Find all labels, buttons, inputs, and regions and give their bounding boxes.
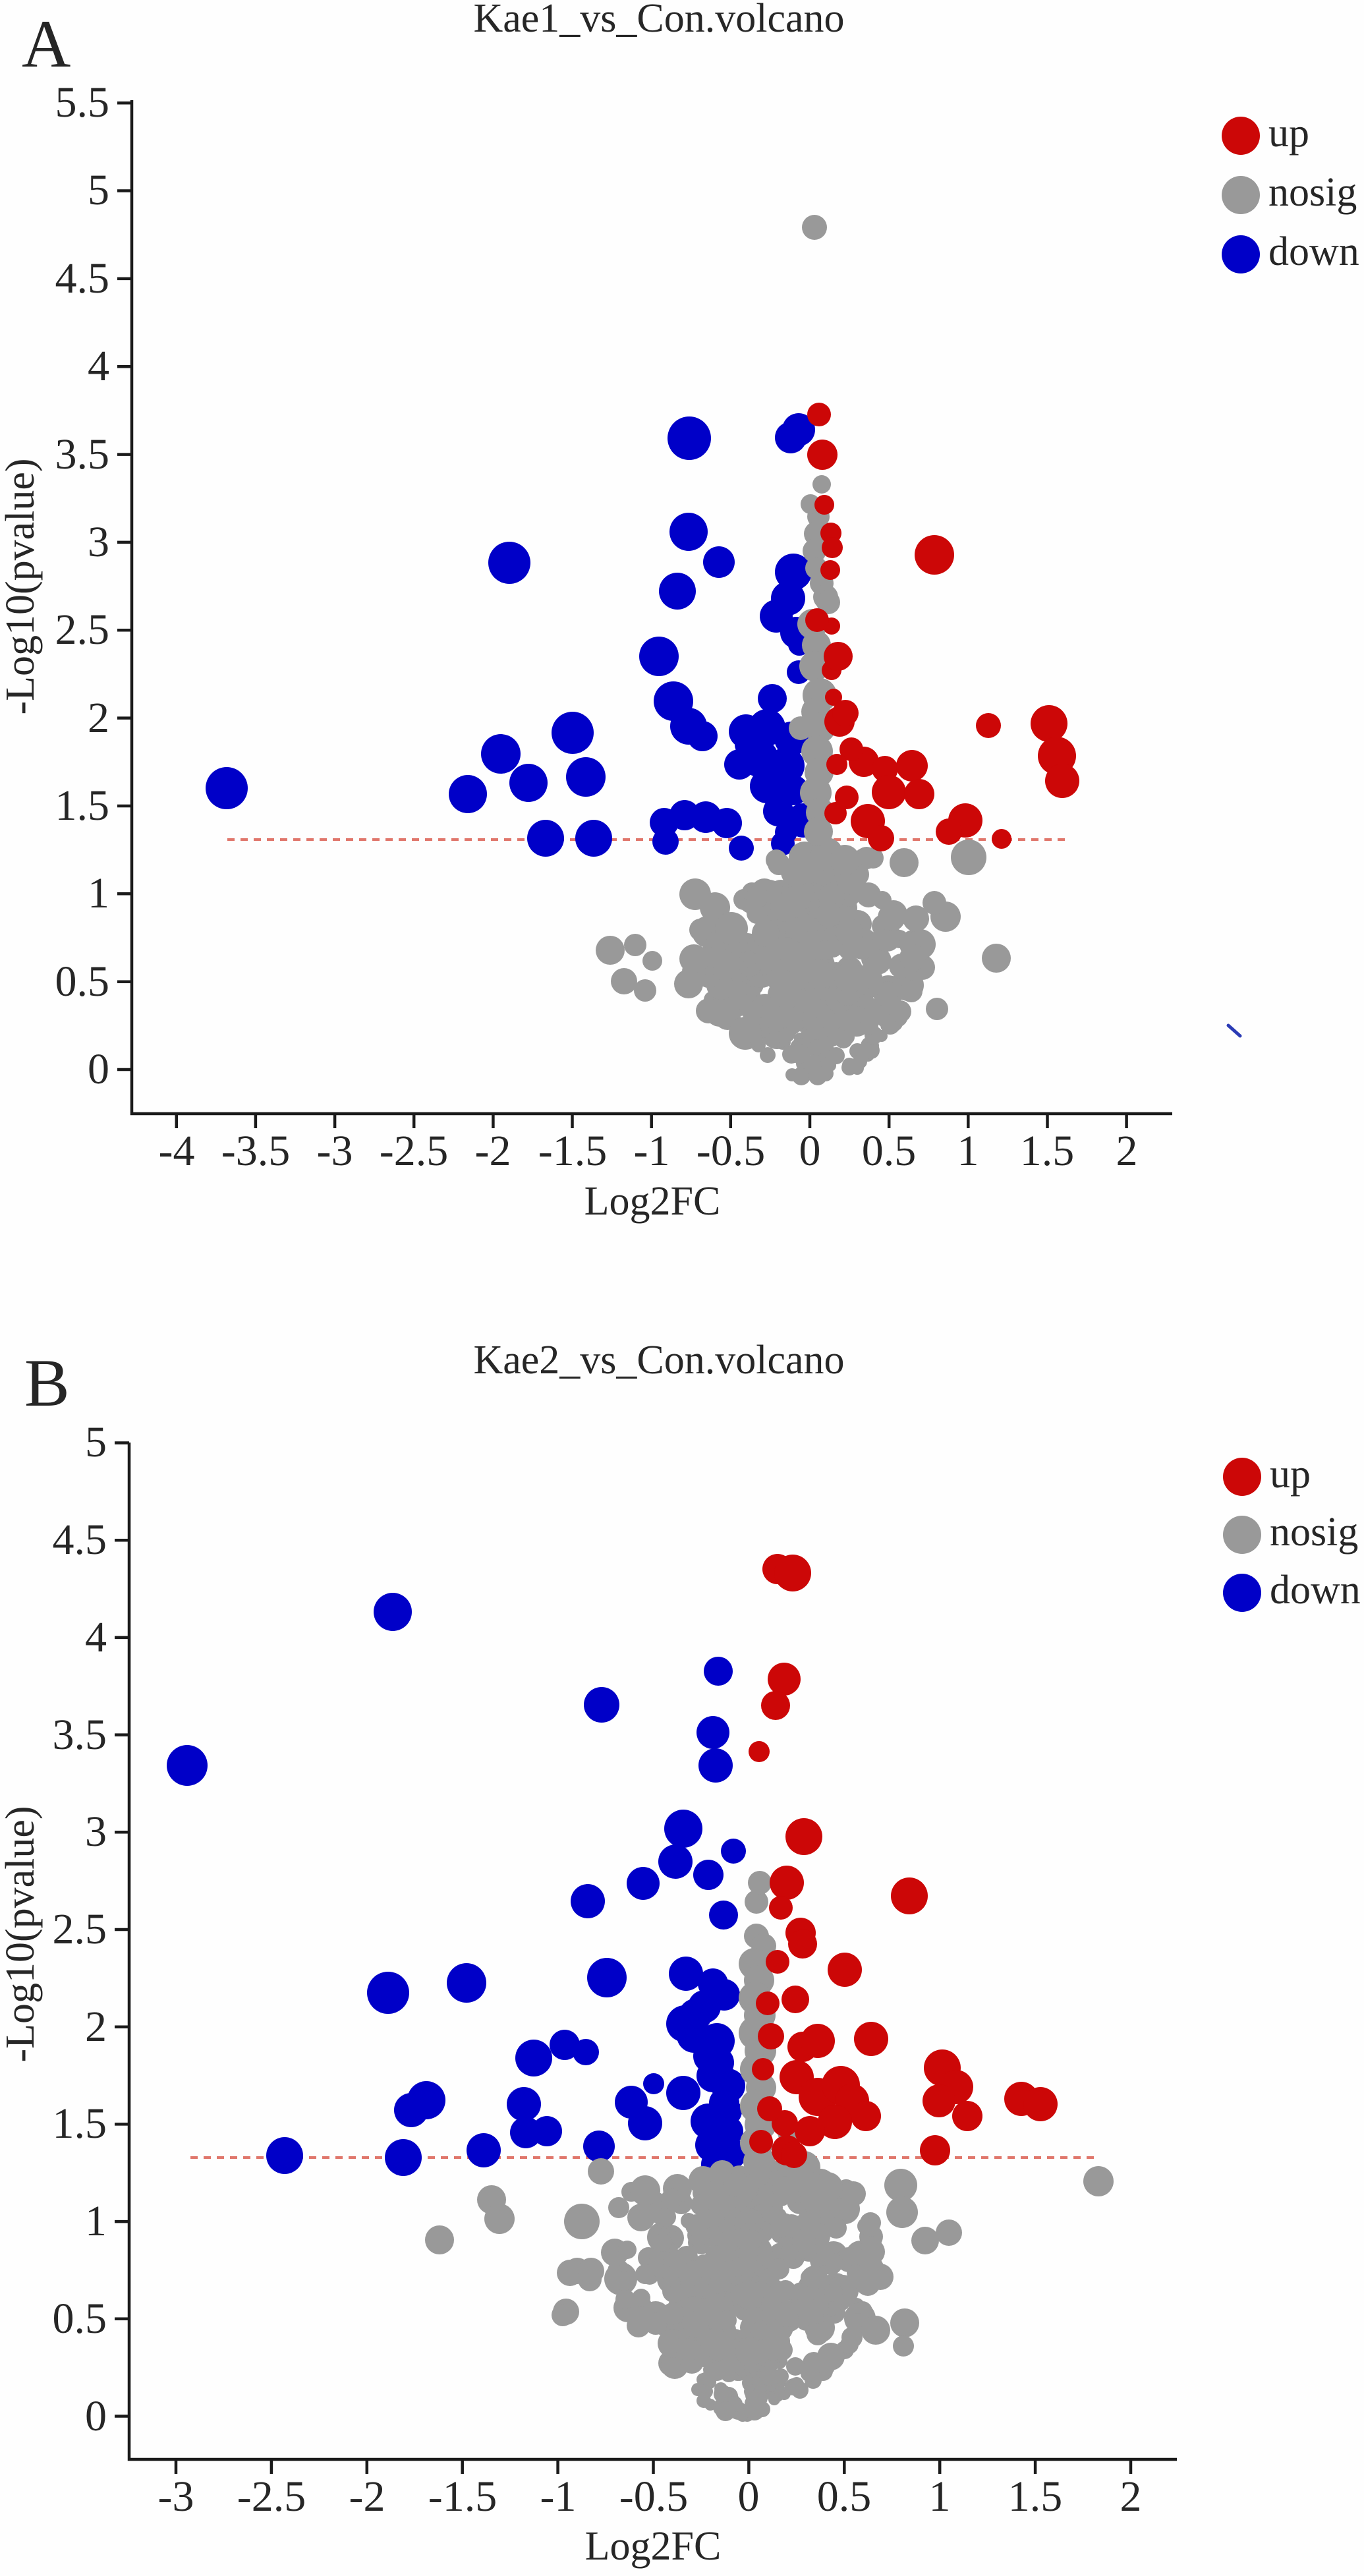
svg-text:nosig: nosig xyxy=(1268,170,1357,215)
svg-text:-Log10(pvalue): -Log10(pvalue) xyxy=(0,458,43,714)
svg-text:-3: -3 xyxy=(158,2473,194,2521)
svg-text:down: down xyxy=(1268,229,1359,274)
svg-text:Log2FC: Log2FC xyxy=(585,2524,722,2569)
svg-text:-1.5: -1.5 xyxy=(428,2473,497,2521)
svg-text:1.5: 1.5 xyxy=(1008,2473,1063,2521)
svg-text:-1: -1 xyxy=(540,2473,577,2521)
svg-text:4.5: 4.5 xyxy=(53,1516,107,1564)
svg-text:3: 3 xyxy=(85,1808,107,1856)
svg-text:1: 1 xyxy=(929,2473,951,2521)
svg-text:4: 4 xyxy=(85,1613,107,1661)
svg-text:Kae1_vs_Con.volcano: Kae1_vs_Con.volcano xyxy=(473,0,844,41)
svg-text:0.5: 0.5 xyxy=(53,2295,107,2343)
svg-text:5: 5 xyxy=(85,1418,107,1466)
svg-text:5.5: 5.5 xyxy=(55,78,110,127)
svg-text:up: up xyxy=(1270,1452,1311,1497)
svg-text:-2.5: -2.5 xyxy=(380,1127,448,1175)
svg-text:-1.5: -1.5 xyxy=(538,1127,607,1175)
svg-text:-2.5: -2.5 xyxy=(237,2473,306,2521)
svg-text:1.5: 1.5 xyxy=(53,2100,107,2148)
svg-text:0.5: 0.5 xyxy=(817,2473,872,2521)
svg-text:3.5: 3.5 xyxy=(55,430,110,478)
svg-text:1.5: 1.5 xyxy=(55,782,110,830)
svg-text:4: 4 xyxy=(88,342,109,390)
svg-text:-4: -4 xyxy=(159,1127,195,1175)
svg-text:2: 2 xyxy=(1120,2473,1142,2521)
svg-text:0: 0 xyxy=(88,1045,109,1093)
svg-text:1: 1 xyxy=(88,869,109,917)
svg-text:-2: -2 xyxy=(475,1127,511,1175)
svg-text:2.5: 2.5 xyxy=(55,606,110,654)
svg-text:-3.5: -3.5 xyxy=(221,1127,290,1175)
svg-text:Log2FC: Log2FC xyxy=(584,1179,721,1224)
svg-text:2: 2 xyxy=(1116,1127,1138,1175)
svg-text:nosig: nosig xyxy=(1270,1510,1358,1555)
svg-text:1: 1 xyxy=(957,1127,979,1175)
svg-text:0: 0 xyxy=(85,2392,107,2440)
svg-text:-Log10(pvalue): -Log10(pvalue) xyxy=(0,1806,43,2062)
svg-text:1.5: 1.5 xyxy=(1020,1127,1075,1175)
svg-text:A: A xyxy=(22,7,71,82)
svg-text:2: 2 xyxy=(85,2003,107,2051)
svg-text:0: 0 xyxy=(799,1127,821,1175)
svg-text:Kae2_vs_Con.volcano: Kae2_vs_Con.volcano xyxy=(473,1338,844,1383)
svg-text:0.5: 0.5 xyxy=(55,958,110,1006)
svg-text:5: 5 xyxy=(88,166,109,214)
svg-text:-2: -2 xyxy=(349,2473,385,2521)
svg-text:0: 0 xyxy=(738,2473,760,2521)
svg-text:-0.5: -0.5 xyxy=(696,1127,765,1175)
svg-text:up: up xyxy=(1268,111,1309,156)
svg-text:-3: -3 xyxy=(317,1127,353,1175)
svg-text:-1: -1 xyxy=(634,1127,670,1175)
svg-text:3: 3 xyxy=(88,518,109,566)
svg-text:2: 2 xyxy=(88,694,109,742)
svg-text:3.5: 3.5 xyxy=(53,1711,107,1759)
svg-text:4.5: 4.5 xyxy=(55,254,110,302)
svg-text:2.5: 2.5 xyxy=(53,1905,107,1953)
svg-text:down: down xyxy=(1270,1568,1361,1613)
svg-text:-0.5: -0.5 xyxy=(619,2473,688,2521)
svg-text:0.5: 0.5 xyxy=(862,1127,917,1175)
svg-text:1: 1 xyxy=(85,2197,107,2245)
svg-text:B: B xyxy=(24,1346,70,1421)
